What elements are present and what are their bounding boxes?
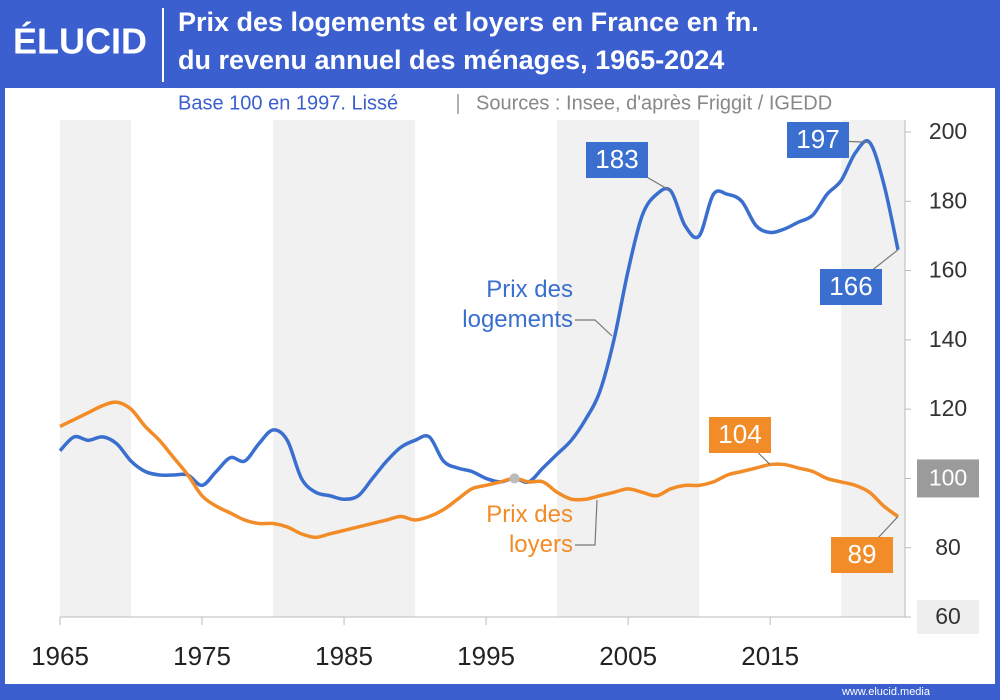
callout-label: 104	[718, 419, 761, 449]
y-tick-label: 140	[929, 326, 967, 352]
brand: ÉLUCID	[13, 21, 147, 62]
band	[273, 120, 416, 617]
y-tick-label: 60	[935, 603, 961, 629]
chart-title: du revenu annuel des ménages, 1965-2024	[178, 45, 724, 75]
x-tick-label: 2015	[741, 641, 799, 671]
callout-box	[709, 417, 771, 453]
band	[557, 120, 700, 617]
leader	[575, 319, 613, 337]
y-tick-label: 180	[929, 187, 967, 213]
callout-label: 89	[848, 539, 877, 569]
callout-box	[586, 142, 648, 178]
x-tick-label: 2005	[599, 641, 657, 671]
callout-box	[787, 122, 849, 158]
chart-title: Prix des logements et loyers en France e…	[178, 7, 759, 37]
x-tick-label: 1985	[315, 641, 373, 671]
band	[60, 120, 132, 617]
series-line	[59, 400, 900, 540]
x-tick-label: 1975	[173, 641, 231, 671]
y-tick-label: 160	[929, 257, 967, 283]
callout-box	[831, 537, 893, 573]
y-tick-label: 200	[929, 118, 967, 144]
source: Sources : Insee, d'après Friggit / IGEDD	[476, 92, 832, 114]
series-label: Prix des logements	[462, 276, 573, 333]
callout-box	[820, 269, 882, 305]
subtitle: Base 100 en 1997. Lissé	[178, 92, 398, 114]
footer: www.elucid.media	[841, 686, 931, 698]
y-tick-label: 120	[929, 395, 967, 421]
tick-highlight	[917, 459, 979, 498]
tick-highlight	[917, 600, 979, 634]
callout-label: 183	[595, 144, 638, 174]
y-tick-label: 80	[935, 534, 961, 560]
callout-label: 166	[829, 271, 872, 301]
callout-label: 197	[796, 124, 839, 154]
series-label: Prix des loyers	[486, 501, 573, 558]
series-line	[58, 139, 900, 501]
x-tick-label: 1995	[457, 641, 515, 671]
base-point	[509, 473, 520, 484]
band	[841, 120, 905, 617]
canvas	[5, 88, 995, 684]
leader	[575, 499, 598, 546]
x-tick-label: 1965	[31, 641, 89, 671]
y-tick-label: 100	[929, 465, 967, 491]
